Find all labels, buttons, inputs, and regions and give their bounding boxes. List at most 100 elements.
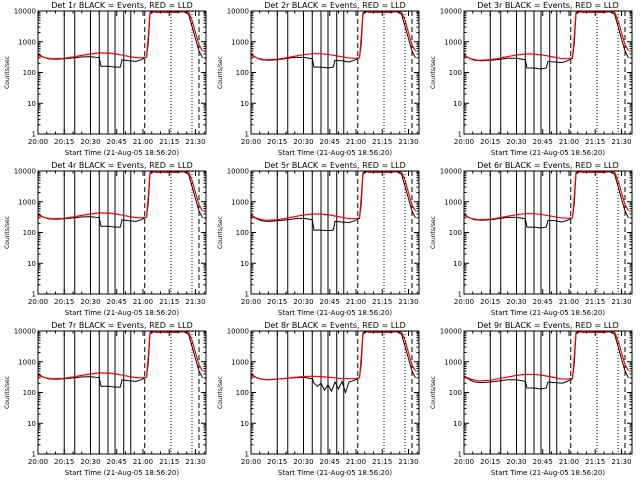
x-tick-label: 20:30: [80, 298, 100, 306]
y-tick-label: 100: [236, 389, 249, 397]
x-tick-label: 20:45: [320, 138, 340, 146]
plot-frame: [250, 330, 420, 455]
y-tick-label: 100: [236, 69, 249, 77]
y-tick-label: 100: [23, 69, 36, 77]
x-axis-start-time-label: Start Time (21-Aug-05 18:56:20): [65, 309, 179, 317]
y-tick-label: 100: [23, 229, 36, 237]
y-tick-label: 10: [240, 100, 249, 108]
lld-series-line: [38, 331, 204, 380]
x-axis-start-time-label: Start Time (21-Aug-05 18:56:20): [491, 149, 605, 157]
detector-panel-4: Det 4r BLACK = Events, RED = LLD Counts/s…: [0, 160, 213, 320]
x-tick-label: 20:30: [293, 298, 313, 306]
x-tick-label: 21:15: [372, 138, 392, 146]
y-tick-label: 10: [240, 420, 249, 428]
chart-svg: Det 3r BLACK = Events, RED = LLD Counts/s…: [430, 1, 633, 157]
detector-panel-5: Det 5r BLACK = Events, RED = LLD Counts/s…: [213, 160, 426, 320]
chart-svg: Det 4r BLACK = Events, RED = LLD Counts/s…: [4, 161, 207, 317]
plot-frame: [250, 170, 420, 295]
x-tick-label: 21:00: [133, 298, 153, 306]
x-tick-label: 20:45: [533, 458, 553, 466]
detector-panel-1: Det 1r BLACK = Events, RED = LLD Counts/s…: [0, 0, 213, 160]
panel-title: Det 9r BLACK = Events, RED = LLD: [477, 321, 619, 330]
panel-title: Det 7r BLACK = Events, RED = LLD: [51, 321, 193, 330]
x-tick-label: 20:15: [480, 298, 500, 306]
y-tick-label: 100: [449, 69, 462, 77]
plot-frame: [463, 170, 633, 295]
y-tick-label: 100: [236, 229, 249, 237]
y-tick-label: 10: [27, 260, 36, 268]
x-tick-label: 20:30: [293, 138, 313, 146]
y-axis-label: Counts/sec: [4, 216, 11, 249]
x-tick-label: 20:00: [454, 138, 474, 146]
x-tick-label: 20:30: [80, 138, 100, 146]
y-tick-label: 10: [453, 260, 462, 268]
plot-frame: [250, 10, 420, 135]
y-tick-label: 10000: [14, 328, 36, 336]
x-axis-start-time-label: Start Time (21-Aug-05 18:56:20): [278, 149, 392, 157]
plot-area: [38, 331, 204, 454]
y-tick-label: 1000: [444, 38, 462, 46]
panel-title: Det 1r BLACK = Events, RED = LLD: [51, 1, 193, 10]
x-tick-label: 21:15: [159, 458, 179, 466]
x-tick-label: 20:30: [293, 458, 313, 466]
y-tick-label: 1: [32, 451, 36, 459]
events-series-line: [464, 11, 629, 70]
x-tick-label: 20:00: [454, 298, 474, 306]
y-axis-label: Counts/sec: [430, 56, 437, 89]
x-axis-start-time-label: Start Time (21-Aug-05 18:56:20): [65, 149, 179, 157]
panel-title: Det 2r BLACK = Events, RED = LLD: [264, 1, 406, 10]
y-tick-label: 100: [449, 229, 462, 237]
panel-title: Det 6r BLACK = Events, RED = LLD: [477, 161, 619, 170]
plot-area: [251, 171, 417, 294]
chart-svg: Det 7r BLACK = Events, RED = LLD Counts/s…: [4, 321, 207, 477]
plot-area: [464, 331, 630, 454]
y-tick-label: 10000: [14, 8, 36, 16]
detector-panel-2: Det 2r BLACK = Events, RED = LLD Counts/s…: [213, 0, 426, 160]
detector-panel-7: Det 7r BLACK = Events, RED = LLD Counts/s…: [0, 320, 213, 480]
y-tick-label: 1: [458, 131, 462, 139]
y-tick-label: 1000: [444, 198, 462, 206]
y-tick-label: 10: [453, 100, 462, 108]
chart-svg: Det 6r BLACK = Events, RED = LLD Counts/s…: [430, 161, 633, 317]
x-tick-label: 21:00: [346, 298, 366, 306]
x-tick-label: 20:30: [80, 458, 100, 466]
x-tick-label: 21:30: [185, 298, 205, 306]
lld-series-line: [464, 331, 630, 382]
y-tick-label: 10000: [227, 8, 249, 16]
y-axis-label: Counts/sec: [430, 376, 437, 409]
detector-panel-9: Det 9r BLACK = Events, RED = LLD Counts/s…: [426, 320, 639, 480]
x-tick-label: 21:00: [133, 458, 153, 466]
plot-area: [464, 171, 630, 294]
y-tick-label: 10: [27, 420, 36, 428]
y-tick-label: 1000: [231, 198, 249, 206]
plot-frame: [37, 330, 207, 455]
x-tick-label: 21:30: [611, 298, 631, 306]
y-axis-label: Counts/sec: [217, 376, 224, 409]
plot-area: [38, 11, 204, 134]
y-tick-label: 1000: [444, 358, 462, 366]
panel-title: Det 8r BLACK = Events, RED = LLD: [264, 321, 406, 330]
plot-area: [251, 331, 417, 454]
x-tick-label: 20:45: [533, 298, 553, 306]
y-tick-label: 10000: [440, 328, 462, 336]
x-tick-label: 21:15: [585, 298, 605, 306]
x-tick-label: 20:00: [28, 138, 48, 146]
lld-series-line: [38, 11, 204, 60]
panel-title: Det 3r BLACK = Events, RED = LLD: [477, 1, 619, 10]
lld-series-line: [251, 331, 417, 381]
detector-panel-3: Det 3r BLACK = Events, RED = LLD Counts/s…: [426, 0, 639, 160]
x-tick-label: 20:00: [241, 138, 261, 146]
x-tick-label: 20:00: [28, 298, 48, 306]
y-tick-label: 1000: [231, 358, 249, 366]
y-tick-label: 10000: [440, 168, 462, 176]
events-series-line: [251, 331, 416, 395]
x-axis-start-time-label: Start Time (21-Aug-05 18:56:20): [65, 469, 179, 477]
lld-series-line: [464, 171, 630, 221]
lld-series-line: [38, 171, 204, 220]
y-tick-label: 1: [32, 131, 36, 139]
x-tick-label: 21:00: [559, 458, 579, 466]
plot-area: [38, 171, 204, 294]
x-tick-label: 21:30: [398, 298, 418, 306]
lld-series-line: [251, 11, 417, 61]
x-tick-label: 20:15: [267, 298, 287, 306]
